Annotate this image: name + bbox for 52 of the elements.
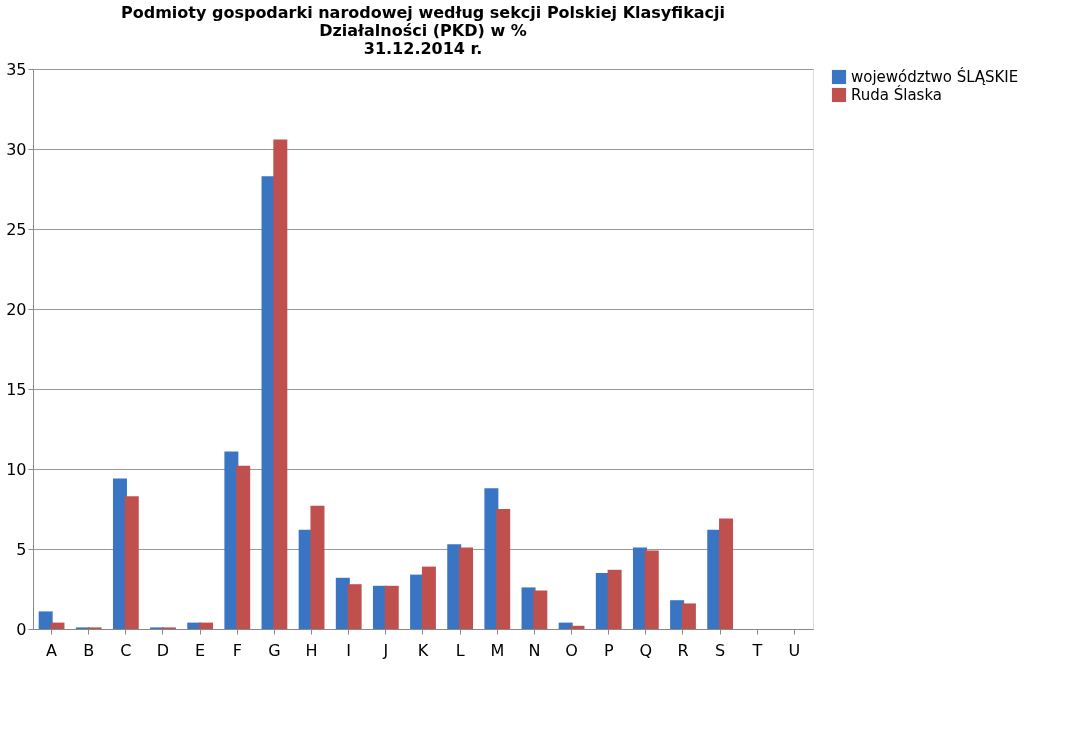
x-tick-label: L bbox=[455, 640, 465, 660]
bar bbox=[199, 622, 214, 629]
bar bbox=[50, 622, 65, 629]
x-tick-label: J bbox=[382, 640, 389, 660]
text: Podmioty gospodarki narodowej według sekcji Polskiej Klasyfikacji bbox=[120, 3, 726, 22]
y-tick-label: 20 bbox=[6, 299, 27, 319]
x-tick-label: N bbox=[528, 640, 541, 660]
legend-label: województwo ŚLĄSKIE bbox=[851, 67, 1019, 86]
bar bbox=[681, 603, 696, 629]
x-tick-label: Q bbox=[639, 640, 653, 660]
x-tick-label: F bbox=[232, 640, 242, 660]
y-tick-label: 15 bbox=[6, 379, 27, 399]
text: 31.12.2014 r. bbox=[363, 39, 483, 58]
x-tick-label: A bbox=[46, 640, 58, 660]
x-tick-label: R bbox=[677, 640, 689, 660]
x-tick-label: D bbox=[156, 640, 170, 660]
x-tick-label: M bbox=[490, 640, 505, 660]
x-tick-label: B bbox=[83, 640, 95, 660]
bar bbox=[644, 550, 659, 629]
x-tick-label: C bbox=[120, 640, 132, 660]
y-tick-label: 10 bbox=[6, 459, 27, 479]
bar bbox=[38, 611, 53, 629]
text: Działalności (PKD) w % bbox=[319, 21, 527, 40]
bar bbox=[421, 566, 436, 629]
x-tick-label: S bbox=[715, 640, 726, 660]
x-tick-label: E bbox=[195, 640, 206, 660]
bar bbox=[236, 465, 251, 629]
x-tick-label: K bbox=[417, 640, 429, 660]
x-tick-label: H bbox=[305, 640, 318, 660]
bar bbox=[459, 547, 474, 629]
x-tick-label: G bbox=[268, 640, 281, 660]
bar bbox=[273, 139, 288, 629]
y-tick-label: 25 bbox=[6, 219, 27, 239]
x-tick-label: O bbox=[565, 640, 578, 660]
x-tick-label: P bbox=[603, 640, 614, 660]
y-tick-label: 0 bbox=[16, 619, 27, 639]
x-tick-label: T bbox=[751, 640, 763, 660]
bar bbox=[533, 590, 548, 629]
y-tick-label: 30 bbox=[6, 139, 27, 159]
bar bbox=[607, 569, 622, 629]
bar bbox=[347, 584, 362, 629]
y-tick-label: 5 bbox=[16, 539, 27, 559]
x-tick-label: U bbox=[788, 640, 801, 660]
bar bbox=[310, 505, 325, 629]
x-tick-label: I bbox=[346, 640, 352, 660]
bar bbox=[124, 496, 139, 629]
bar bbox=[496, 509, 511, 629]
bar bbox=[384, 585, 399, 629]
y-tick-label: 35 bbox=[6, 59, 27, 79]
bar bbox=[570, 625, 585, 629]
bar bbox=[719, 518, 734, 629]
legend-label: Ruda Ślaska bbox=[851, 85, 943, 104]
